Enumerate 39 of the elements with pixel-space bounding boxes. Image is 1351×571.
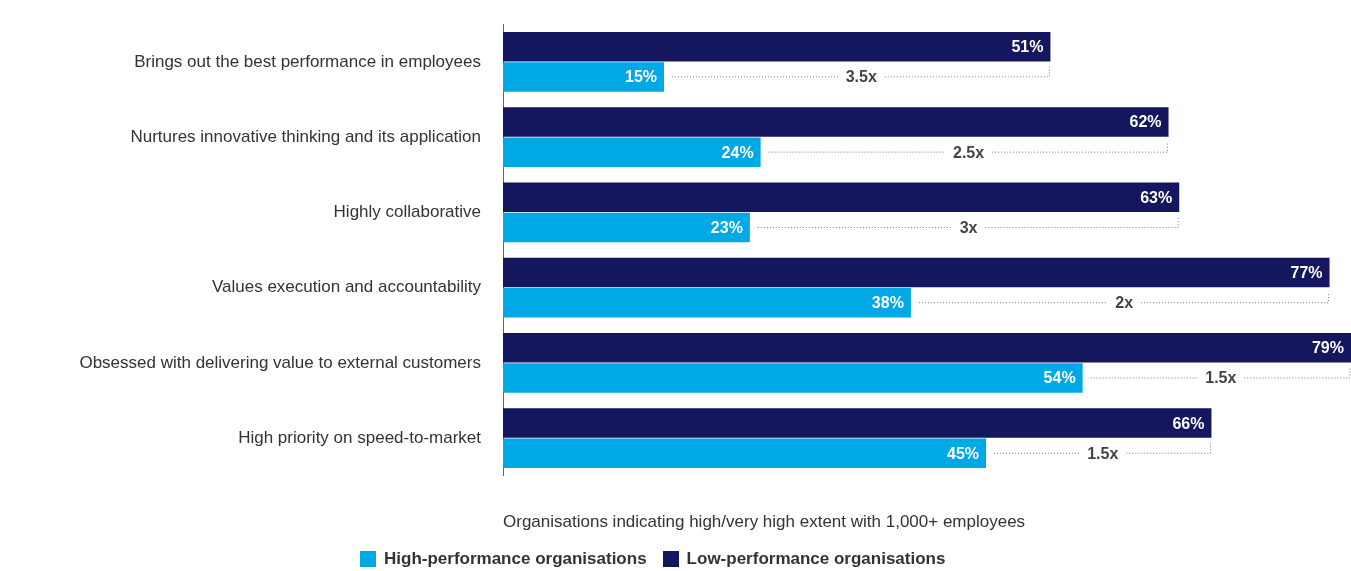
legend-label: High-performance organisations: [384, 549, 647, 569]
data-label: 15%: [624, 68, 658, 86]
data-label: 54%: [1043, 369, 1076, 387]
y-tick-label: Nurtures innovative thinking and its application: [130, 126, 481, 146]
bar: [503, 408, 1212, 438]
annotation: 1.5x: [1205, 369, 1237, 387]
data-label: 66%: [1172, 414, 1205, 432]
data-label: 51%: [1011, 38, 1044, 56]
bar: [503, 212, 750, 243]
y-tick-label: Obsessed with delivering value to external customers: [79, 352, 481, 372]
y-tick-label: Values execution and accountability: [211, 277, 482, 297]
data-label: 24%: [721, 143, 754, 161]
data-label: 23%: [710, 218, 743, 236]
y-tick-label: Brings out the best performance in employees: [134, 51, 481, 71]
bar: [503, 62, 665, 92]
bar: [503, 182, 1180, 213]
y-tick-label: High priority on speed-to-market: [238, 427, 482, 447]
bar: [503, 438, 987, 468]
data-label: 45%: [947, 444, 980, 462]
y-tick-label: Highly collaborative: [333, 202, 481, 222]
data-label: 63%: [1140, 188, 1173, 206]
x-axis-title: Organisations indicating high/very high extent with 1,000+ employees: [503, 512, 1026, 532]
data-label: 62%: [1129, 113, 1162, 131]
legend-label: Low-performance organisations: [686, 549, 946, 569]
bar: [503, 137, 761, 167]
bar: [503, 363, 1083, 393]
annotation: 2.5x: [953, 143, 985, 161]
annotation: 2x: [1115, 294, 1134, 312]
data-label: 79%: [1311, 339, 1344, 357]
data-label: 38%: [871, 294, 904, 312]
bar: [503, 107, 1169, 137]
annotation: 1.5x: [1087, 444, 1119, 462]
bar: [503, 32, 1051, 62]
bar: [503, 333, 1351, 363]
annotation: 3x: [959, 218, 978, 236]
annotation: 3.5x: [845, 68, 877, 86]
bar: [503, 287, 911, 318]
bar: [503, 257, 1330, 288]
data-label: 77%: [1290, 263, 1323, 281]
